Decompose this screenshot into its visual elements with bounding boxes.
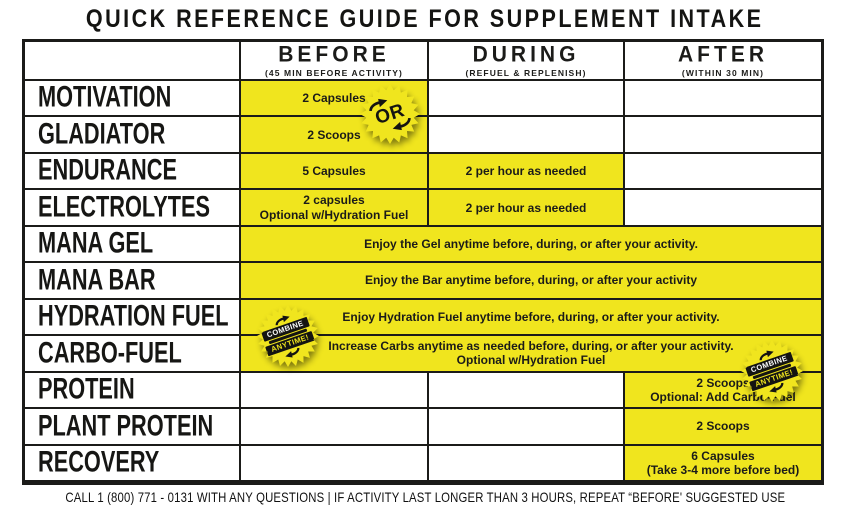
cell-electrolytes-after (625, 190, 821, 227)
row-label-text: PLANT PROTEIN (38, 408, 214, 442)
combine-anytime-badge: COMBINE ANYTIME! (257, 305, 319, 367)
row-label-text: ENDURANCE (38, 153, 177, 187)
row-label-protein: PROTEIN (25, 372, 241, 410)
cell-motivation-after (625, 81, 821, 118)
cell-endurance-after (625, 153, 821, 191)
row-label-motivation: MOTIVATION (25, 80, 241, 118)
row-label-text: ELECTROLYTES (38, 190, 211, 224)
cycle-arrow-icon (273, 313, 292, 326)
cell-protein-during (429, 372, 625, 410)
combine-anytime-badge: COMBINE ANYTIME! (741, 340, 803, 402)
cell-text: 2 per hour as needed (465, 200, 587, 215)
cell-text: Enjoy Hydration Fuel anytime before, dur… (342, 309, 720, 324)
cell-electrolytes-during: 2 per hour as needed (429, 190, 625, 227)
cell-recovery-after: 6 Capsules (Take 3-4 more before bed) (625, 445, 821, 482)
starburst-shape: COMBINE ANYTIME! (257, 305, 319, 367)
cell-recovery-before (241, 445, 429, 482)
cell-text: 2 Capsules (302, 91, 366, 106)
header-corner-cell (25, 42, 241, 81)
cell-mana-bar-span: Enjoy the Bar anytime before, during, or… (241, 263, 821, 300)
row-label-text: MANA BAR (38, 263, 156, 297)
cell-gladiator-during (429, 117, 625, 154)
cell-plant-protein-during (429, 409, 625, 446)
header-after-label: AFTER (678, 41, 768, 67)
row-label-recovery: RECOVERY (25, 445, 241, 482)
row-label-text: HYDRATION FUEL (38, 299, 229, 333)
row-label-electrolytes: ELECTROLYTES (25, 190, 241, 227)
cell-endurance-during: 2 per hour as needed (429, 153, 625, 191)
cell-mana-gel-span: Enjoy the Gel anytime before, during, or… (241, 226, 821, 264)
row-label-text: PROTEIN (38, 372, 135, 406)
cell-plant-protein-after: 2 Scoops (625, 409, 821, 446)
cell-text-line2: (Take 3-4 more before bed) (646, 462, 800, 477)
or-badge: OR (360, 84, 420, 144)
row-label-endurance: ENDURANCE (25, 153, 241, 191)
header-during-label: DURING (472, 41, 580, 67)
cell-carbo-fuel-span: Increase Carbs anytime as needed before,… (241, 336, 821, 373)
header-during-sub: (REFUEL & REPLENISH) (465, 68, 587, 79)
header-during: DURING (REFUEL & REPLENISH) (429, 42, 625, 81)
row-label-text: GLADIATOR (38, 117, 166, 151)
starburst-shape: COMBINE ANYTIME! (741, 340, 803, 402)
row-label-text: CARBO-FUEL (38, 335, 182, 370)
cell-text: 2 Scoops (307, 127, 361, 142)
cycle-arrow-icon (768, 381, 787, 394)
cycle-arrow-icon (284, 346, 303, 359)
row-label-plant-protein: PLANT PROTEIN (25, 408, 241, 446)
cell-hydration-fuel-span: Enjoy Hydration Fuel anytime before, dur… (241, 299, 821, 337)
cell-text: 2 per hour as needed (465, 164, 587, 179)
cell-text-line2: Optional w/Hydration Fuel (456, 353, 606, 368)
cycle-arrow-icon (391, 116, 415, 132)
cell-text-line1: 2 capsules (303, 193, 365, 208)
cell-gladiator-after (625, 117, 821, 154)
row-label-text: MANA GEL (38, 226, 154, 260)
cell-text: Enjoy the Bar anytime before, during, or… (364, 273, 698, 288)
header-before-sub: (45 MIN BEFORE ACTIVITY) (264, 68, 403, 79)
header-before-label: BEFORE (278, 41, 390, 67)
row-label-text: MOTIVATION (38, 80, 172, 114)
supplement-table: BEFORE (45 MIN BEFORE ACTIVITY) DURING (… (22, 39, 824, 485)
cycle-arrow-icon (757, 348, 776, 361)
cell-protein-before (241, 372, 429, 410)
cell-text: Enjoy the Gel anytime before, during, or… (364, 236, 698, 251)
page-title: QUICK REFERENCE GUIDE FOR SUPPLEMENT INT… (0, 3, 850, 35)
row-label-text: RECOVERY (38, 445, 160, 479)
cell-electrolytes-before: 2 capsules Optional w/Hydration Fuel (241, 190, 429, 227)
header-before: BEFORE (45 MIN BEFORE ACTIVITY) (241, 42, 429, 81)
cell-endurance-before: 5 Capsules (241, 153, 429, 191)
cell-motivation-during (429, 81, 625, 118)
cell-text-line1: Increase Carbs anytime as needed before,… (328, 339, 734, 354)
cell-plant-protein-before (241, 409, 429, 446)
row-label-carbo-fuel: CARBO-FUEL (25, 335, 241, 373)
cell-text-line1: 6 Capsules (691, 448, 755, 463)
starburst-shape: OR (360, 84, 420, 144)
row-label-mana-gel: MANA GEL (25, 226, 241, 264)
footer-text: CALL 1 (800) 771 - 0131 WITH ANY QUESTIO… (65, 489, 785, 505)
cell-text-line2: Optional w/Hydration Fuel (259, 207, 409, 222)
row-label-hydration-fuel: HYDRATION FUEL (25, 299, 241, 337)
cell-text: 5 Capsules (302, 164, 366, 179)
row-label-gladiator: GLADIATOR (25, 117, 241, 154)
footer: CALL 1 (800) 771 - 0131 WITH ANY QUESTIO… (0, 486, 850, 508)
cycle-arrow-icon (365, 96, 389, 112)
header-after: AFTER (WITHIN 30 MIN) (625, 42, 821, 81)
page-title-text: QUICK REFERENCE GUIDE FOR SUPPLEMENT INT… (86, 4, 764, 33)
cell-text-line1: 2 Scoops (696, 375, 750, 390)
header-after-sub: (WITHIN 30 MIN) (681, 68, 765, 79)
row-label-mana-bar: MANA BAR (25, 263, 241, 300)
cell-recovery-during (429, 445, 625, 482)
cell-text: 2 Scoops (696, 419, 750, 434)
